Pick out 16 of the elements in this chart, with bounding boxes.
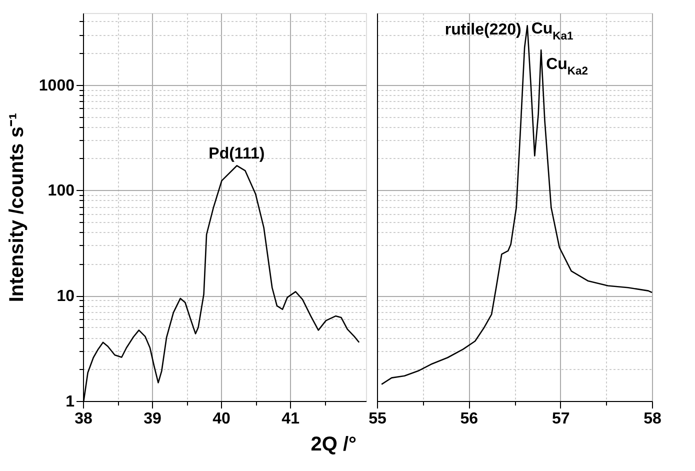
annotation: rutile(220)	[444, 22, 522, 39]
x-tick-label: 38	[74, 410, 92, 428]
x-tick-label: 58	[644, 410, 662, 428]
x-tick-label: 39	[144, 410, 162, 428]
x-tick-label: 55	[368, 410, 386, 428]
y-tick-label: 1	[66, 394, 75, 410]
y-axis-title: Intensity /counts s⁻¹	[6, 112, 28, 302]
x-tick-label: 57	[552, 410, 570, 428]
x-tick-label: 41	[282, 410, 300, 428]
annotation: Pd(111)	[208, 146, 265, 163]
y-tick-label: 1000	[38, 77, 75, 94]
y-tick-label: 10	[56, 288, 75, 306]
x-tick-label: 40	[212, 410, 231, 428]
x-axis-title: 2Q /°	[310, 434, 357, 456]
x-tick-label: 56	[460, 410, 478, 428]
y-tick-label: 100	[48, 182, 75, 200]
